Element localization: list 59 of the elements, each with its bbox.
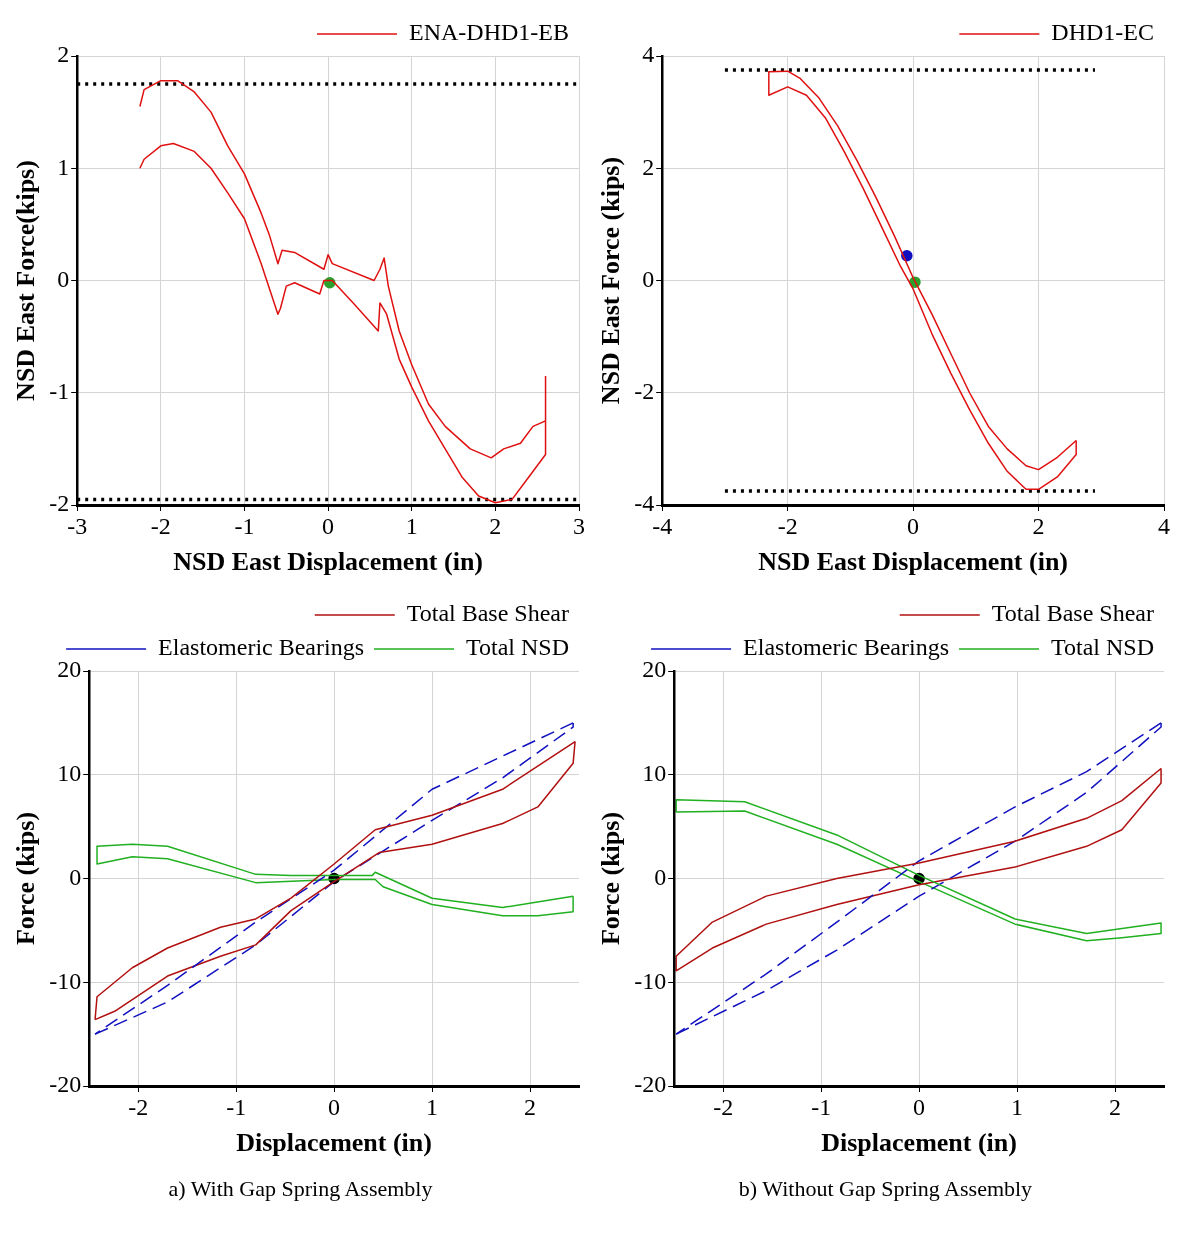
- y-tick-label: 1: [57, 153, 70, 180]
- y-tick-label: 20: [642, 656, 667, 683]
- x-tick-label: -2: [150, 512, 171, 539]
- legend-label: Total Base Shear: [991, 600, 1155, 627]
- x-axis-title: Displacement (in): [821, 1128, 1017, 1158]
- y-tick-label: -10: [49, 967, 82, 994]
- legend-label: Elastomeric Bearings: [158, 634, 365, 661]
- x-tick-label: 2: [489, 512, 502, 539]
- y-tick-label: -20: [634, 1071, 667, 1098]
- y-tick-label: -10: [634, 967, 667, 994]
- x-axis-title: NSD East Displacement (in): [173, 547, 484, 577]
- x-tick-label: -3: [67, 512, 88, 539]
- x-tick-label: -1: [234, 512, 255, 539]
- y-axis-title: NSD East Force (kips): [596, 156, 626, 405]
- y-tick-label: -20: [49, 1071, 82, 1098]
- y-tick-label: 10: [57, 760, 82, 787]
- text: b) Without Gap Spring Assembly: [737, 1176, 1034, 1202]
- x-tick-label: 1: [405, 512, 418, 539]
- y-tick-label: 0: [57, 265, 70, 292]
- x-tick-label: 4: [1158, 512, 1170, 539]
- legend-label: DHD1-EC: [1051, 19, 1154, 46]
- y-axis-title: NSD East Force(kips): [11, 160, 41, 401]
- y-tick-label: 2: [57, 41, 70, 68]
- x-tick-label: 2: [1032, 512, 1045, 539]
- y-tick-label: 20: [57, 656, 82, 683]
- x-tick-label: 0: [328, 1093, 341, 1120]
- x-tick-label: 1: [426, 1093, 439, 1120]
- x-tick-label: 3: [573, 512, 585, 539]
- x-tick-label: 1: [1011, 1093, 1024, 1120]
- x-axis-title: Displacement (in): [236, 1128, 432, 1158]
- x-tick-label: 2: [1109, 1093, 1122, 1120]
- y-tick-label: 0: [69, 863, 82, 890]
- legend-label: Total Base Shear: [406, 600, 570, 627]
- x-axis-title: NSD East Displacement (in): [758, 547, 1069, 577]
- x-tick-label: 0: [907, 512, 920, 539]
- x-tick-label: 0: [322, 512, 335, 539]
- x-tick-label: 0: [913, 1093, 926, 1120]
- y-tick-label: 0: [654, 863, 667, 890]
- x-tick-label: -2: [777, 512, 798, 539]
- legend-label: Total NSD: [1051, 634, 1154, 661]
- x-tick-label: 2: [524, 1093, 537, 1120]
- legend-label: Total NSD: [466, 634, 569, 661]
- y-axis-title: Force (kips): [596, 811, 626, 946]
- x-tick-label: -1: [226, 1093, 247, 1120]
- y-tick-label: -2: [49, 490, 70, 517]
- y-tick-label: -1: [49, 378, 70, 405]
- legend-label: ENA-DHD1-EB: [409, 19, 570, 46]
- y-tick-label: 0: [642, 265, 655, 292]
- x-tick-label: -2: [713, 1093, 734, 1120]
- x-tick-label: -1: [811, 1093, 832, 1120]
- text: a) With Gap Spring Assembly: [167, 1176, 434, 1202]
- x-tick-label: -2: [128, 1093, 149, 1120]
- y-tick-label: -4: [634, 490, 655, 517]
- y-axis-title: Force (kips): [11, 811, 41, 946]
- y-tick-label: 4: [642, 41, 655, 68]
- y-tick-label: 2: [642, 153, 655, 180]
- y-tick-label: 10: [642, 760, 667, 787]
- y-tick-label: -2: [634, 378, 655, 405]
- legend-label: Elastomeric Bearings: [743, 634, 950, 661]
